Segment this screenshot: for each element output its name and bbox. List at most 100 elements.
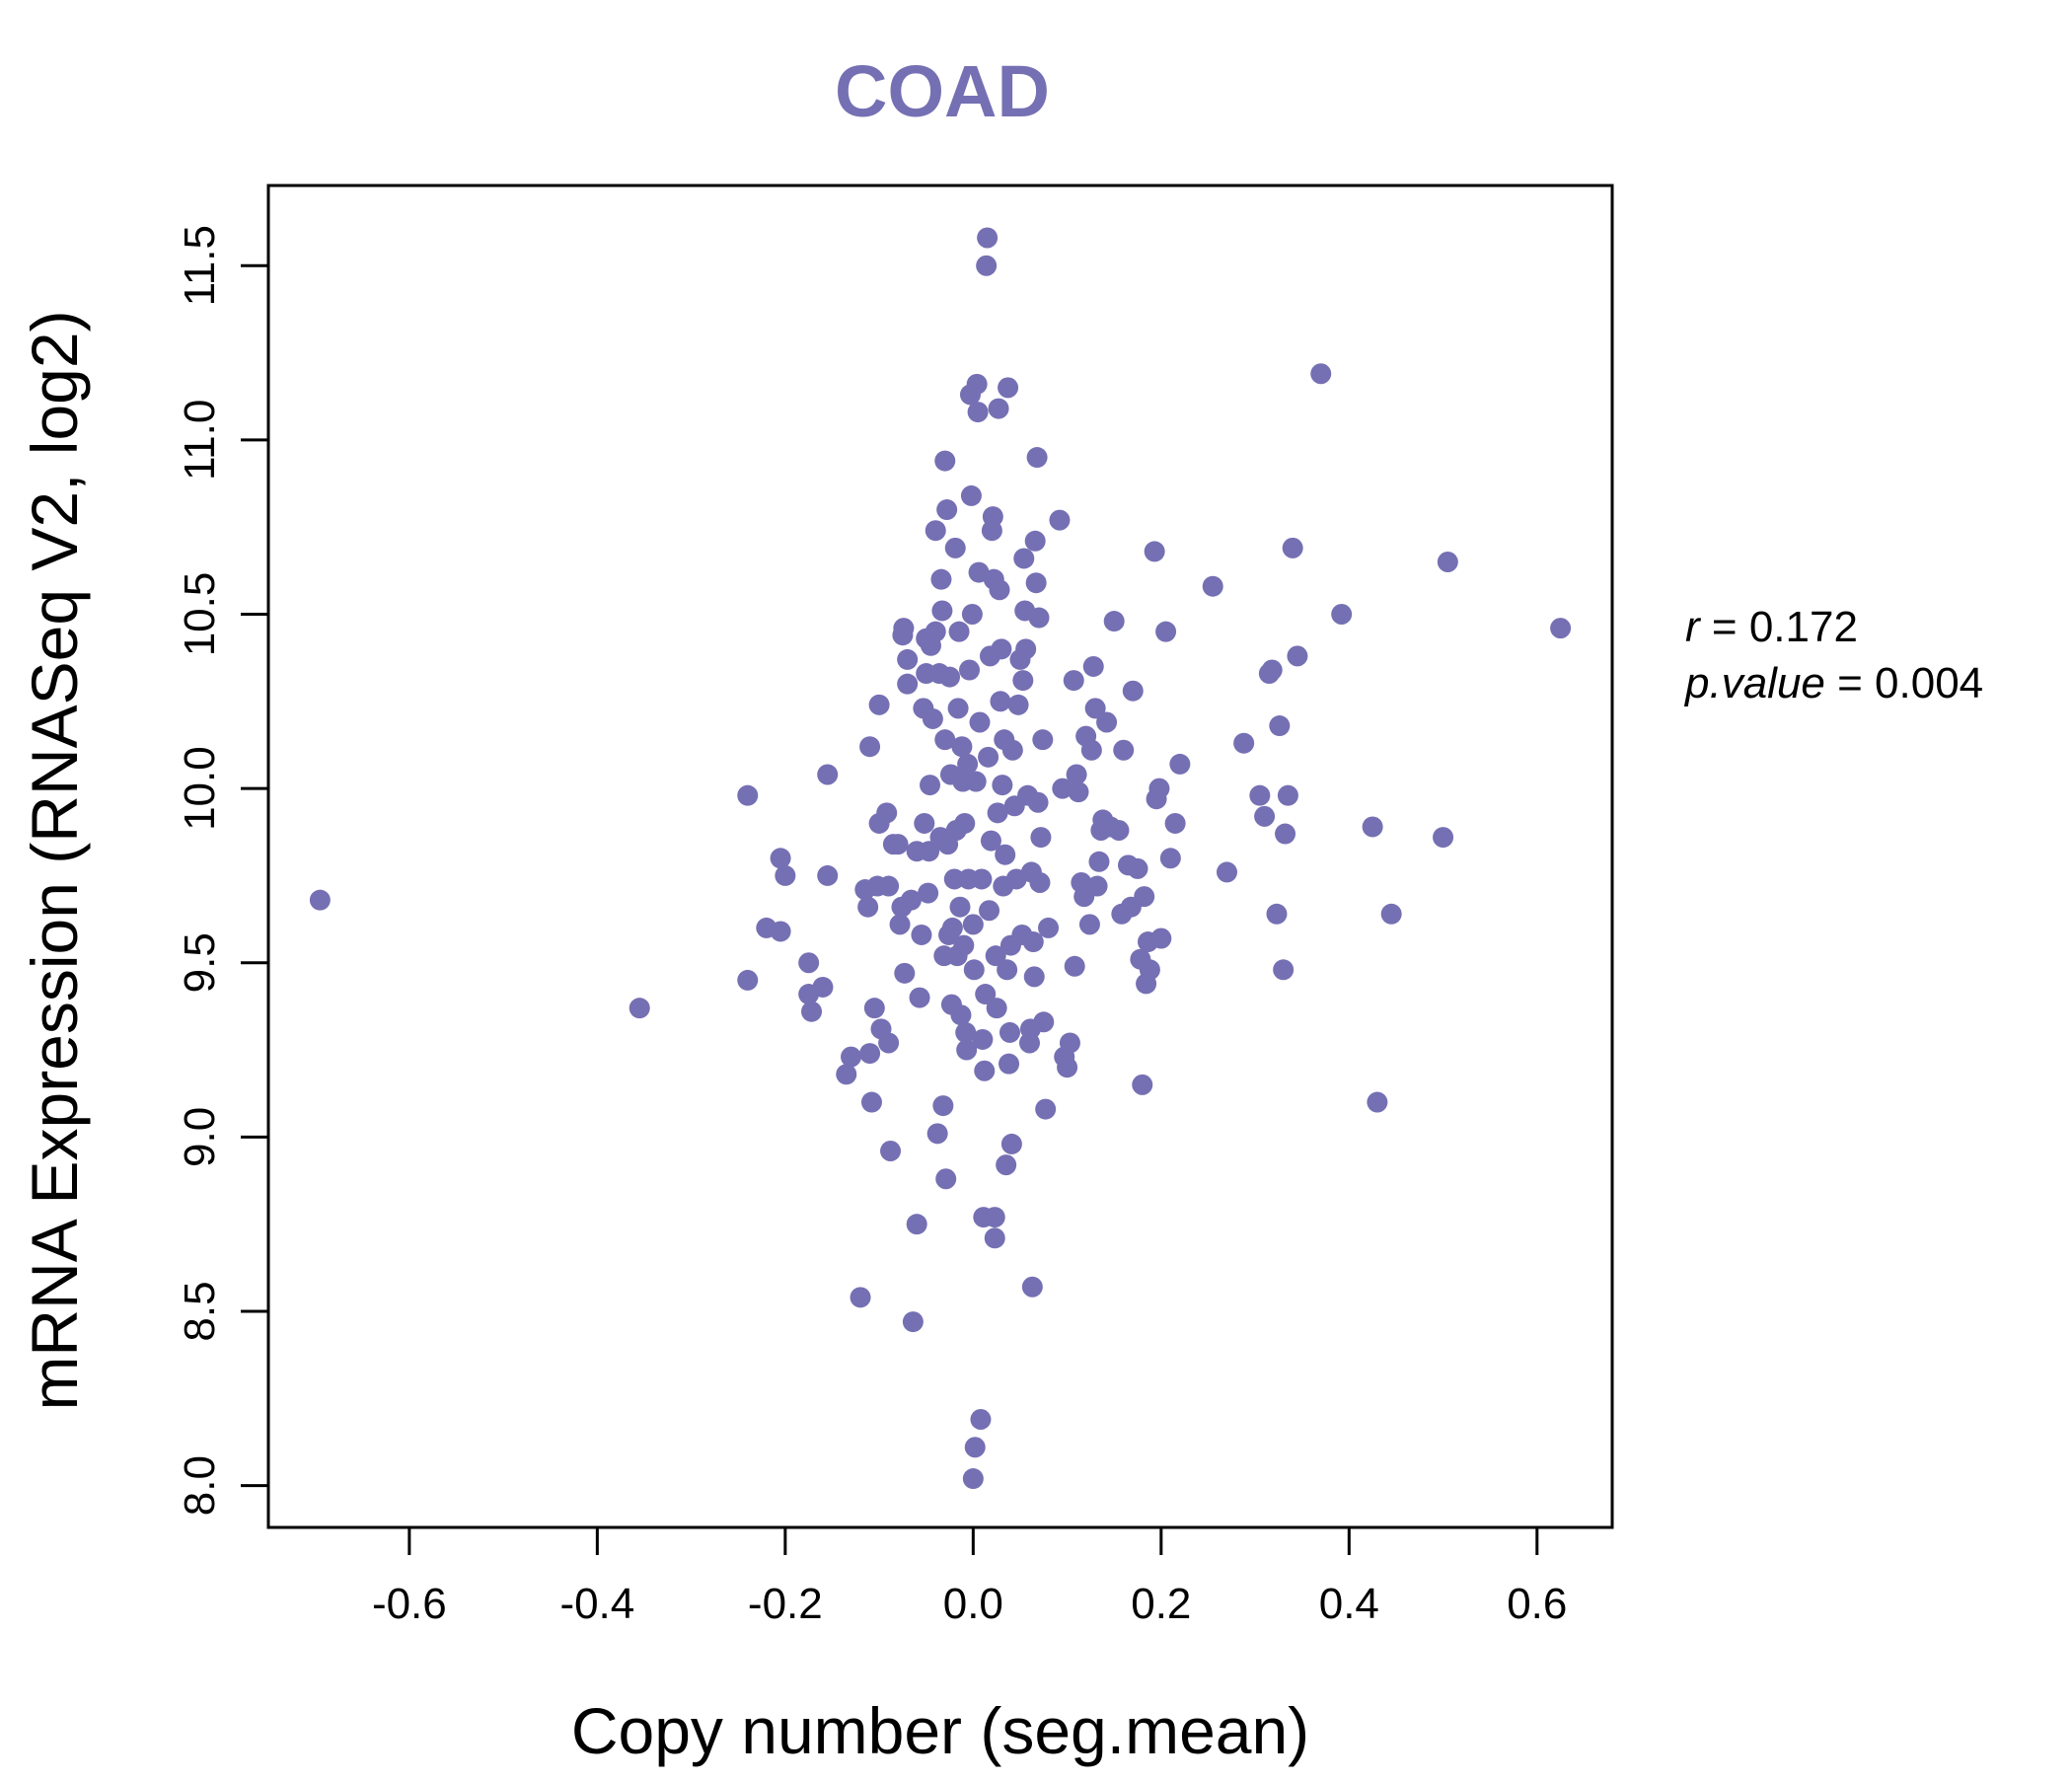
p-value-annotation: p.value = 0.004	[1683, 659, 1983, 707]
data-point	[1022, 931, 1044, 953]
data-point	[1078, 914, 1100, 935]
data-point	[1030, 827, 1052, 849]
data-point	[964, 1437, 986, 1458]
data-point	[1127, 857, 1148, 879]
data-point	[972, 1028, 994, 1050]
data-point	[902, 1311, 924, 1333]
data-point	[936, 499, 958, 521]
data-point	[1026, 447, 1048, 469]
data-point	[817, 764, 839, 785]
data-point	[1310, 363, 1332, 385]
data-point	[1254, 805, 1276, 827]
data-point	[629, 998, 650, 1019]
p-value-value: 0.004	[1875, 659, 1983, 707]
data-point	[850, 1287, 871, 1308]
data-point	[1001, 739, 1023, 761]
data-point	[999, 1021, 1020, 1043]
data-point	[1249, 784, 1271, 806]
data-point	[894, 962, 916, 984]
data-point	[1150, 928, 1172, 949]
data-point	[1362, 816, 1383, 838]
data-point	[961, 603, 983, 625]
data-point	[1275, 823, 1296, 845]
data-point	[860, 1091, 882, 1113]
data-point	[909, 987, 930, 1008]
x-tick-label: 0.2	[1131, 1580, 1191, 1628]
data-point	[950, 1004, 972, 1026]
data-point	[859, 1043, 881, 1065]
data-point	[991, 638, 1012, 660]
data-point	[997, 959, 1018, 981]
data-point	[1550, 618, 1572, 639]
data-point	[955, 1021, 977, 1043]
data-point	[1068, 781, 1089, 803]
data-point	[947, 698, 969, 719]
data-point	[1082, 655, 1104, 677]
data-point	[1027, 791, 1049, 813]
data-point	[1266, 903, 1288, 925]
data-point	[889, 914, 911, 935]
data-point	[1023, 966, 1045, 988]
data-point	[1148, 778, 1170, 799]
y-tick-label: 8.0	[176, 1455, 224, 1516]
data-point	[309, 889, 331, 911]
data-point	[1038, 917, 1060, 938]
data-point	[1086, 875, 1108, 897]
data-point	[911, 924, 932, 945]
p-value-label: p.value	[1683, 659, 1825, 707]
data-point	[1015, 638, 1037, 660]
data-point	[957, 753, 979, 775]
data-point	[976, 255, 998, 276]
data-point	[918, 882, 939, 904]
data-point	[1007, 694, 1029, 715]
data-point	[1033, 1011, 1055, 1033]
data-point	[925, 621, 946, 642]
data-point	[962, 1468, 984, 1490]
data-point	[980, 830, 1001, 852]
data-point	[812, 976, 834, 998]
data-point	[956, 1039, 978, 1061]
y-axis-label: mRNA Expression (RNASeq V2, log2)	[18, 310, 91, 1410]
x-tick-label: -0.6	[372, 1580, 447, 1628]
data-point	[984, 1207, 1005, 1228]
data-point	[986, 998, 1007, 1019]
x-axis: -0.6 -0.4 -0.2 0.0 0.2 0.4 0.6	[372, 1525, 1567, 1628]
data-point	[863, 998, 885, 1019]
data-point	[926, 1123, 948, 1145]
data-point	[1367, 1091, 1388, 1113]
y-tick-label: 10.0	[176, 746, 224, 831]
data-point	[931, 600, 953, 622]
data-point	[1024, 530, 1046, 552]
data-point	[978, 746, 999, 768]
data-point	[1028, 607, 1050, 629]
plot-frame	[266, 184, 1614, 1529]
data-point	[1025, 572, 1047, 594]
y-tick-label: 9.5	[176, 932, 224, 993]
data-point	[984, 1227, 1005, 1249]
data-point	[1096, 711, 1118, 733]
data-point	[737, 784, 759, 806]
data-point	[878, 875, 900, 897]
y-tick-label: 9.0	[176, 1107, 224, 1167]
data-point	[966, 373, 988, 395]
y-tick-label: 10.5	[176, 572, 224, 657]
data-point	[1433, 827, 1454, 849]
data-point	[963, 959, 985, 981]
data-point	[974, 1060, 996, 1081]
data-point	[949, 896, 971, 918]
data-point	[989, 579, 1010, 601]
data-point	[1380, 903, 1402, 925]
data-point	[770, 848, 791, 869]
data-point	[1155, 621, 1177, 642]
data-point	[876, 802, 898, 824]
r-label: r	[1685, 603, 1702, 651]
data-point	[922, 707, 943, 729]
data-point	[934, 450, 956, 472]
data-point	[992, 775, 1013, 796]
data-point	[841, 1046, 862, 1068]
data-point	[1277, 784, 1298, 806]
data-point	[967, 402, 989, 423]
data-point	[941, 917, 963, 938]
data-point	[1012, 670, 1034, 692]
